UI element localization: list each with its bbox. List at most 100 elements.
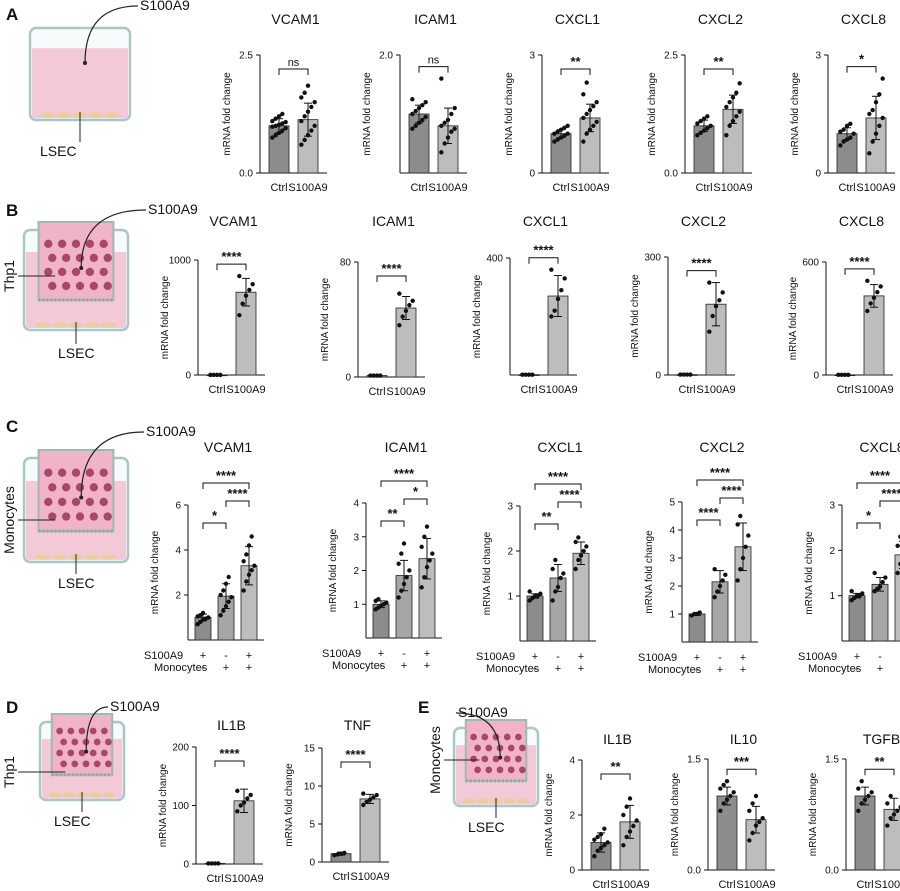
immune-cell — [507, 766, 515, 774]
data-point — [584, 80, 589, 85]
data-point — [422, 575, 427, 580]
data-point — [309, 128, 314, 133]
lsec-label: LSEC — [54, 813, 91, 829]
y-tick-label: 1000 — [169, 256, 192, 267]
chart-title: ICAM1 — [414, 11, 457, 27]
y-axis-label: mRNA fold change — [790, 72, 801, 156]
factor-sign: - — [402, 648, 406, 660]
factor-sign: + — [555, 663, 561, 675]
chart-a-vcam1: VCAM1 0.0 2.5 mRNA fold change Ctrl S100A9 ns — [222, 11, 328, 194]
chart-title: ICAM1 — [372, 213, 415, 229]
immune-cell — [89, 281, 99, 291]
stim-pointer — [84, 5, 139, 63]
data-point — [584, 544, 589, 549]
lsec-cell — [517, 798, 529, 804]
data-point — [371, 795, 376, 800]
chart-title: TGFB — [863, 731, 900, 747]
data-point — [731, 790, 736, 795]
lsec-cell — [35, 322, 51, 328]
data-point — [397, 291, 402, 296]
data-point — [712, 567, 717, 572]
x-tick-label: Ctrl — [368, 386, 385, 398]
factor-sign: - — [878, 651, 882, 663]
data-point — [727, 100, 732, 105]
data-point — [724, 133, 729, 138]
immune-cell — [507, 744, 515, 752]
sig-bracket — [560, 68, 591, 75]
sig-label: * — [212, 508, 218, 523]
data-point — [302, 90, 307, 95]
y-tick-label: 2.5 — [239, 51, 253, 62]
data-point — [750, 801, 755, 806]
chart-title: CXCL2 — [698, 11, 743, 27]
sig-bracket — [856, 522, 881, 529]
data-point — [419, 585, 424, 590]
chart-title: CXCL2 — [681, 213, 726, 229]
immune-cell — [67, 749, 75, 757]
data-point — [605, 840, 610, 845]
y-tick-label: 80 — [340, 258, 352, 269]
data-point — [595, 834, 600, 840]
bar — [688, 613, 706, 643]
data-point — [888, 793, 893, 799]
data-point — [401, 541, 407, 546]
data-point — [361, 802, 366, 808]
data-point — [728, 793, 733, 799]
immune-cell — [75, 512, 85, 521]
sig-bracket — [726, 768, 757, 776]
y-axis-label: mRNA fold change — [644, 530, 655, 614]
data-point — [221, 588, 226, 593]
factor-sign: + — [877, 663, 883, 675]
data-point — [708, 123, 713, 128]
immune-cell — [474, 766, 481, 774]
data-point — [549, 314, 554, 319]
immune-cell — [496, 766, 504, 774]
stim-label: S100A9 — [148, 201, 198, 217]
data-point — [602, 826, 607, 831]
y-tick-label: 2.5 — [664, 51, 678, 62]
sig-label: **** — [881, 486, 900, 501]
data-point — [218, 592, 223, 598]
immune-cell — [503, 755, 511, 763]
data-point — [576, 557, 581, 563]
factor-label-monocytes: Monocytes — [332, 660, 386, 672]
y-tick-label: 2 — [669, 582, 675, 593]
y-axis-label: mRNA fold change — [630, 274, 641, 358]
sig-bracket — [879, 500, 900, 507]
data-point — [423, 100, 428, 105]
data-point — [553, 557, 558, 563]
data-point — [836, 372, 841, 378]
data-point — [581, 139, 586, 144]
data-point — [371, 373, 376, 378]
y-tick-label: 300 — [644, 253, 661, 264]
data-point — [877, 92, 882, 97]
data-point — [452, 126, 457, 131]
chart-title: IL10 — [730, 731, 757, 747]
y-axis-label: mRNA fold change — [222, 72, 233, 156]
data-point — [208, 372, 213, 378]
data-point — [312, 123, 317, 128]
lsec-cell — [503, 798, 516, 804]
side-label: Thp1 — [1, 756, 17, 788]
data-point — [561, 571, 566, 576]
data-point — [226, 574, 231, 580]
data-point — [273, 123, 278, 128]
data-point — [241, 559, 246, 564]
x-tick-label: Ctrl — [678, 384, 695, 396]
factor-sign: - — [718, 652, 722, 664]
y-tick-label: 3 — [829, 501, 835, 512]
data-point — [885, 823, 890, 828]
data-point — [838, 143, 843, 148]
data-point — [565, 131, 570, 136]
chart-c-cxcl2: CXCL2 1 2 3 4 5 mRNA fold change S100A9Monocyte… — [638, 439, 758, 676]
pointer-dot — [79, 266, 84, 270]
sig-bracket — [557, 501, 582, 508]
sig-label: **** — [721, 483, 742, 498]
sig-label: **** — [849, 254, 870, 269]
y-tick-label: 0.0 — [239, 169, 253, 180]
data-point — [280, 128, 285, 133]
sig-label: **** — [710, 465, 731, 480]
data-point — [753, 793, 759, 799]
data-point — [250, 281, 255, 287]
